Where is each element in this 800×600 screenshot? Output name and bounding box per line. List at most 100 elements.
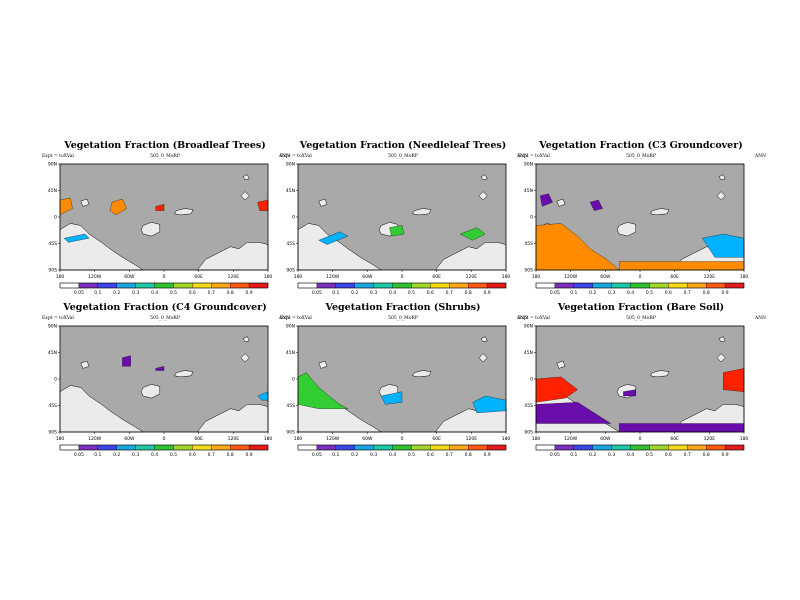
map-svg: 180 120W 60W 0 60E 120E 180 90N 45N 0 45S 90S 0.05 0.… [524, 162, 749, 297]
veg-region-3 [623, 389, 636, 397]
lon-tick-label: 180 [502, 436, 511, 442]
colorbar-box [630, 282, 650, 289]
lon-tick-label: 60E [670, 274, 679, 280]
veg-region-2 [619, 423, 745, 433]
lon-tick-label: 60W [600, 274, 611, 280]
lon-tick-label: 180 [294, 436, 303, 442]
veg-region-0 [389, 225, 405, 237]
colorbar-tick-label: 0.1 [570, 452, 577, 458]
lat-tick-label: 90S [286, 268, 295, 274]
land-africa [411, 370, 432, 378]
expt-label: Expt = toXVal [280, 154, 312, 159]
colorbar-box [59, 444, 80, 451]
colorbar-tick-label: 0.2 [589, 452, 596, 458]
lon-tick-label: 120W [88, 436, 102, 442]
colorbar-tick-label: 0.5 [170, 290, 177, 296]
lon-tick-label: 60W [124, 274, 135, 280]
colorbar-tick-label: 0.1 [332, 290, 339, 296]
colorbar-box [335, 444, 355, 451]
colorbar-box [592, 444, 612, 451]
colorbar-box [449, 444, 469, 451]
colorbar-box [135, 282, 155, 289]
colorbar-tick-label: 0.4 [389, 290, 396, 296]
lon-tick-label: 60E [670, 436, 679, 442]
lon-tick-label: 120W [88, 274, 102, 280]
lat-tick-label: 45S [524, 241, 533, 247]
colorbar-tick-label: 0.3 [132, 290, 139, 296]
land-island1 [718, 336, 726, 343]
colorbar-tick-label: 0.2 [351, 452, 358, 458]
colorbar-tick-label: 0.2 [113, 290, 120, 296]
lon-tick-label: 0 [163, 436, 166, 442]
expt-label: Expt = toXVal [518, 316, 550, 321]
season-label: ANN [278, 154, 290, 159]
lon-tick-label: 180 [56, 274, 65, 280]
season-label: ANN [516, 316, 528, 321]
land-sAmerica [140, 222, 161, 237]
colorbar-box [411, 444, 431, 451]
map-svg: 180 120W 60W 0 60E 120E 180 90N 45N 0 45S 90S 0.05 0.… [48, 324, 273, 459]
lat-tick-label: 0 [530, 377, 533, 383]
colorbar-box [554, 444, 574, 451]
colorbar-box [97, 444, 117, 451]
lat-tick-label: 0 [530, 215, 533, 221]
colorbar-frame [297, 282, 507, 289]
colorbar-box [535, 282, 556, 289]
lon-tick-label: 60W [124, 436, 135, 442]
colorbar-tick-label: 0.4 [627, 290, 634, 296]
land-africa [173, 208, 194, 216]
colorbar-tick-label: 0.05 [74, 452, 84, 458]
land-island1 [242, 336, 250, 343]
land-sAmerica [140, 384, 161, 399]
panel-title: Vegetation Fraction (Shrubs) [325, 302, 481, 313]
veg-region-2 [318, 231, 349, 245]
colorbar-box [430, 444, 450, 451]
season-label: ANN [278, 316, 290, 321]
veg-region-4 [619, 261, 745, 271]
lat-tick-label: 90S [286, 430, 295, 436]
lon-tick-label: 0 [401, 274, 404, 280]
colorbar-tick-label: 0.9 [722, 290, 729, 296]
expt-label: Expt = toXVal [280, 316, 312, 321]
land-africa [649, 208, 670, 216]
colorbar-tick-label: 0.5 [170, 452, 177, 458]
colorbar-tick-label: 0.05 [550, 290, 560, 296]
case-label: 505_0_MoRP [388, 154, 418, 159]
colorbar-tick-label: 0.6 [189, 452, 196, 458]
land-australiaW [318, 360, 328, 369]
lon-tick-label: 60W [362, 274, 373, 280]
colorbar-box [649, 444, 669, 451]
lat-tick-label: 45N [524, 188, 533, 194]
colorbar-tick-label: 0.5 [408, 290, 415, 296]
lon-tick-label: 180 [294, 274, 303, 280]
colorbar-tick-label: 0.3 [132, 452, 139, 458]
colorbar-tick-label: 0.7 [684, 290, 691, 296]
land-island1 [480, 336, 488, 343]
lat-tick-label: 45N [286, 188, 295, 194]
lat-tick-label: 45S [524, 403, 533, 409]
colorbar-box [592, 282, 612, 289]
colorbar-tick-label: 0.2 [351, 290, 358, 296]
colorbar-box [154, 444, 174, 451]
colorbar-tick-label: 0.4 [389, 452, 396, 458]
colorbar-box [78, 444, 98, 451]
colorbar-tick-label: 0.1 [94, 452, 101, 458]
lat-tick-label: 90N [48, 324, 57, 330]
colorbar-box [173, 282, 193, 289]
colorbar-box [297, 444, 318, 451]
lon-tick-label: 60E [432, 274, 441, 280]
colorbar-box [116, 282, 136, 289]
colorbar-tick-label: 0.05 [74, 290, 84, 296]
veg-region-0 [297, 372, 348, 409]
colorbar-tick-label: 0.7 [208, 452, 215, 458]
land-australiaW [80, 360, 90, 369]
veg-region-1 [459, 227, 486, 241]
colorbar-tick-label: 0.1 [332, 452, 339, 458]
colorbar-box [724, 444, 745, 451]
colorbar-frame [59, 444, 269, 451]
colorbar-tick-label: 0.6 [665, 290, 672, 296]
veg-region-4 [63, 233, 90, 243]
land-sAmerica [616, 222, 637, 237]
lon-tick-label: 120W [326, 274, 340, 280]
